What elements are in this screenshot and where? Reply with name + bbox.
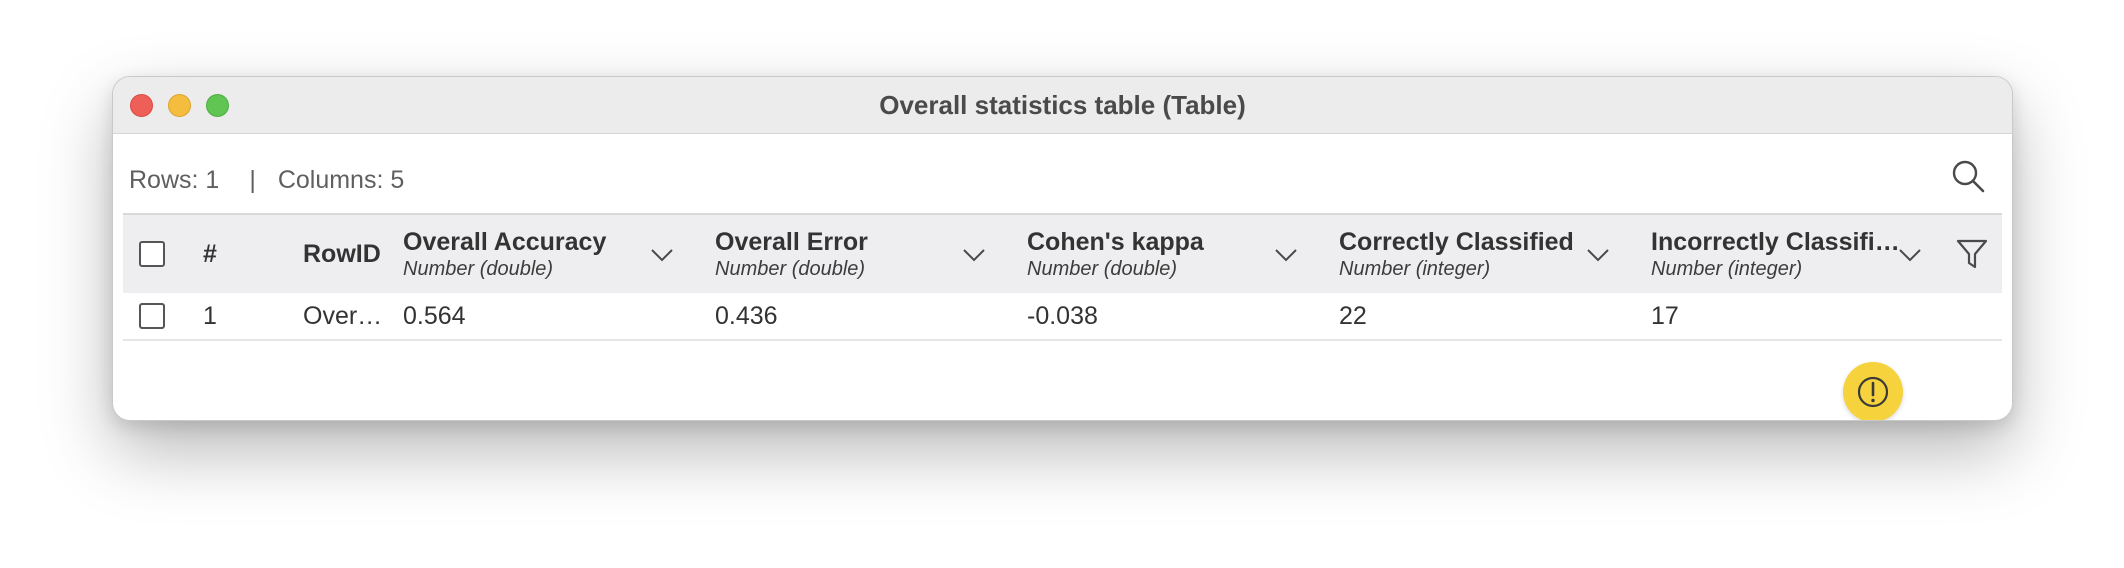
cell-overall-accuracy[interactable]: 0.564 [403, 293, 703, 339]
column-header-overall-accuracy[interactable]: Overall Accuracy Number (double) [403, 215, 663, 293]
row-index-cell: 1 [203, 293, 263, 339]
table-info-bar: Rows: 1 | Columns: 5 [129, 160, 404, 200]
header-index-cell: # [203, 215, 263, 293]
select-all-checkbox[interactable] [139, 241, 165, 267]
cell-cohens-kappa[interactable]: -0.038 [1027, 293, 1327, 339]
warning-button[interactable] [1843, 362, 1903, 420]
cell-value: 0.564 [403, 301, 466, 330]
header-rowid-cell: RowID [303, 215, 393, 293]
column-name: Overall Accuracy [403, 227, 607, 256]
row-id: Over… [303, 301, 383, 330]
cell-value: 0.436 [715, 301, 778, 330]
minimize-button[interactable] [168, 94, 191, 117]
cell-incorrectly-classified[interactable]: 17 [1651, 293, 1951, 339]
cell-value: -0.038 [1027, 301, 1098, 330]
cell-correctly-classified[interactable]: 22 [1339, 293, 1639, 339]
cell-overall-error[interactable]: 0.436 [715, 293, 1015, 339]
column-name: Correctly Classified [1339, 227, 1574, 256]
chevron-down-icon[interactable] [1585, 241, 1611, 267]
data-table: # RowID Overall Accuracy Number (double)… [123, 213, 2002, 341]
column-type: Number (double) [403, 257, 554, 280]
row-select-cell [139, 293, 179, 339]
table-header-row: # RowID Overall Accuracy Number (double)… [123, 213, 2002, 293]
column-type: Number (double) [715, 257, 866, 280]
row-count: Rows: 1 [129, 165, 220, 194]
column-header-cohens-kappa[interactable]: Cohen's kappa Number (double) [1027, 215, 1287, 293]
row-id-cell: Over… [303, 293, 393, 339]
cell-value: 17 [1651, 301, 1679, 330]
column-name: Overall Error [715, 227, 868, 256]
window-title: Overall statistics table (Table) [879, 90, 1246, 120]
header-rowid[interactable]: RowID [303, 239, 381, 268]
column-header-correctly-classified[interactable]: Correctly Classified Number (integer) [1339, 215, 1599, 293]
column-name: Incorrectly Classifi… [1651, 227, 1900, 256]
row-index: 1 [203, 301, 217, 330]
header-select-cell [139, 215, 179, 293]
search-button[interactable] [1949, 157, 1989, 197]
column-type: Number (integer) [1651, 257, 1803, 280]
search-icon [1952, 160, 1985, 193]
chevron-down-icon[interactable] [1273, 241, 1299, 267]
title-bar[interactable]: Overall statistics table (Table) [113, 77, 2012, 134]
close-button[interactable] [130, 94, 153, 117]
warning-icon [1857, 376, 1889, 408]
filter-icon [1956, 239, 1988, 269]
chevron-down-icon[interactable] [649, 241, 675, 267]
cell-value: 22 [1339, 301, 1367, 330]
chevron-down-icon[interactable] [1897, 241, 1923, 267]
table-row[interactable]: 1 Over… 0.564 0.436 -0.038 22 17 [123, 293, 2002, 341]
maximize-button[interactable] [206, 94, 229, 117]
column-header-overall-error[interactable]: Overall Error Number (double) [715, 215, 975, 293]
header-index: # [203, 239, 217, 268]
column-type: Number (double) [1027, 257, 1178, 280]
column-count: Columns: 5 [277, 165, 405, 194]
chevron-down-icon[interactable] [961, 241, 987, 267]
column-name: Cohen's kappa [1027, 227, 1204, 256]
info-separator: | [249, 165, 256, 194]
column-type: Number (integer) [1339, 257, 1491, 280]
table-window: Overall statistics table (Table) Rows: 1… [112, 76, 2013, 421]
row-checkbox[interactable] [139, 303, 165, 329]
filter-button[interactable] [1955, 237, 1989, 271]
column-header-incorrectly-classified[interactable]: Incorrectly Classifi… Number (integer) [1651, 215, 1901, 293]
